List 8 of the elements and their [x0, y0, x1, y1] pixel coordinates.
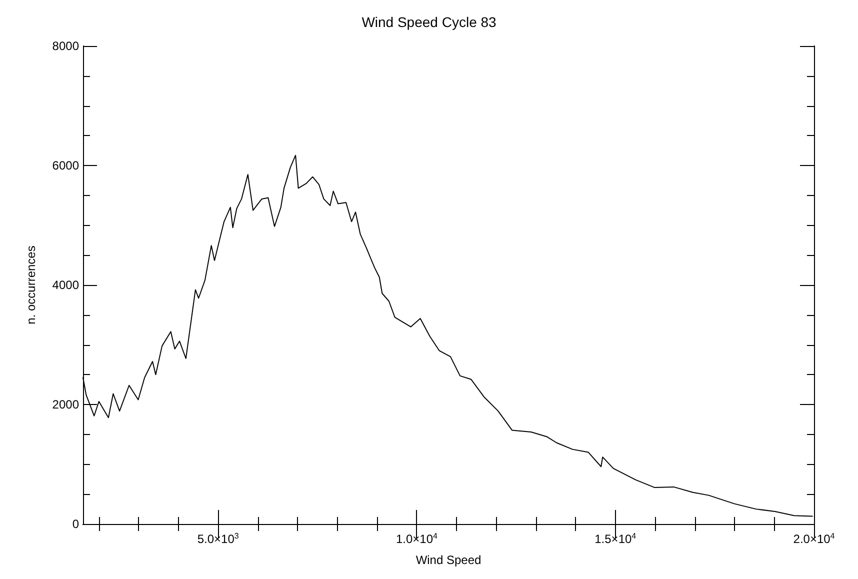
y-tick-label: 8000 — [52, 39, 80, 53]
chart-title: Wind Speed Cycle 83 — [362, 14, 497, 30]
y-tick-label: 6000 — [52, 158, 80, 172]
x-axis-title: Wind Speed — [416, 553, 482, 567]
y-axis-title: n. occurrences — [24, 246, 38, 324]
y-tick-label: 4000 — [52, 278, 80, 292]
y-tick-label: 0 — [72, 517, 80, 531]
y-tick-label: 2000 — [52, 398, 80, 412]
